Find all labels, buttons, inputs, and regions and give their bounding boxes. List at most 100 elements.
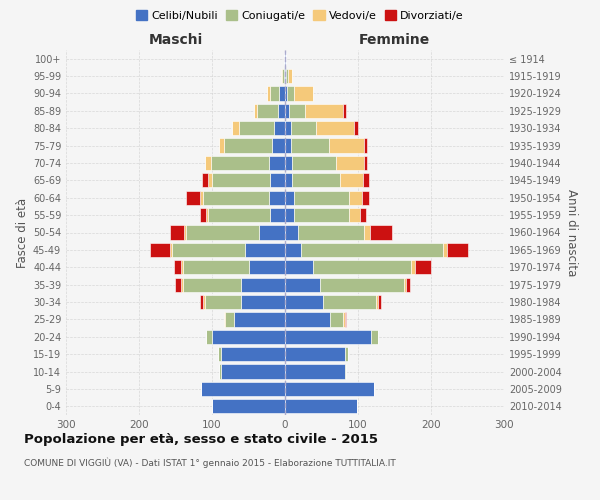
Text: Femmine: Femmine [359,32,430,46]
Bar [285,347,345,362]
Bar [406,278,410,292]
Bar [170,226,184,239]
Bar [288,69,292,83]
Bar [285,260,313,274]
Bar [343,312,345,326]
Text: Popolazione per età, sesso e stato civile - 2015: Popolazione per età, sesso e stato civil… [24,432,378,446]
Bar [411,260,415,274]
Bar [378,295,382,309]
Bar [200,208,206,222]
Bar [345,312,346,326]
Bar [200,295,203,309]
Bar [330,312,343,326]
Bar [285,208,294,222]
Bar [208,173,212,188]
Bar [181,260,183,274]
Bar [313,260,411,274]
Bar [285,295,323,309]
Bar [298,226,364,239]
Bar [187,190,200,205]
Bar [285,69,286,83]
Bar [295,86,313,101]
Bar [200,190,203,205]
Legend: Celibi/Nubili, Coniugati/e, Vedovi/e, Divorziati/e: Celibi/Nubili, Coniugati/e, Vedovi/e, Di… [134,8,466,23]
Bar [206,330,212,344]
Bar [245,243,285,257]
Bar [343,104,346,118]
Bar [201,382,285,396]
Bar [292,156,336,170]
Bar [187,226,259,239]
Bar [220,364,221,378]
Bar [292,173,340,188]
Bar [285,52,286,66]
Bar [286,69,288,83]
Bar [371,330,379,344]
Bar [349,190,362,205]
Bar [218,138,224,152]
Bar [285,104,289,118]
Bar [271,86,279,101]
Bar [376,295,378,309]
Bar [284,69,285,83]
Bar [267,86,271,101]
Bar [285,399,356,413]
Bar [345,364,346,378]
Bar [175,278,181,292]
Bar [287,86,295,101]
Bar [285,156,292,170]
Bar [150,243,170,257]
Bar [285,86,287,101]
Bar [364,226,370,239]
Bar [285,278,320,292]
Bar [294,190,349,205]
Bar [282,69,284,83]
Bar [172,243,245,257]
Bar [329,138,364,152]
Bar [212,330,285,344]
Bar [248,260,285,274]
Bar [205,156,211,170]
Bar [363,173,369,188]
Bar [285,312,330,326]
Bar [269,190,285,205]
Bar [404,278,406,292]
Bar [443,243,447,257]
Bar [370,226,392,239]
Y-axis label: Fasce di età: Fasce di età [16,198,29,268]
Bar [291,138,329,152]
Bar [285,173,292,188]
Bar [206,208,208,222]
Bar [211,156,269,170]
Bar [362,190,369,205]
Bar [360,208,366,222]
Bar [316,121,355,136]
Bar [336,156,364,170]
Bar [202,173,208,188]
Bar [271,208,285,222]
Bar [203,190,269,205]
Bar [241,295,285,309]
Bar [212,399,285,413]
Bar [320,278,404,292]
Bar [259,226,285,239]
Bar [364,138,367,152]
Bar [208,208,271,222]
Bar [279,86,285,101]
Bar [285,364,345,378]
Bar [212,173,271,188]
Bar [281,69,282,83]
Text: COMUNE DI VIGGIÙ (VA) - Dati ISTAT 1° gennaio 2015 - Elaborazione TUTTITALIA.IT: COMUNE DI VIGGIÙ (VA) - Dati ISTAT 1° ge… [24,458,396,468]
Bar [364,156,367,170]
Bar [294,208,349,222]
Bar [285,190,294,205]
Bar [174,260,181,274]
Bar [234,312,285,326]
Bar [285,330,371,344]
Bar [285,226,298,239]
Bar [203,295,205,309]
Bar [355,121,358,136]
Bar [183,278,241,292]
Bar [349,208,360,222]
Bar [415,260,431,274]
